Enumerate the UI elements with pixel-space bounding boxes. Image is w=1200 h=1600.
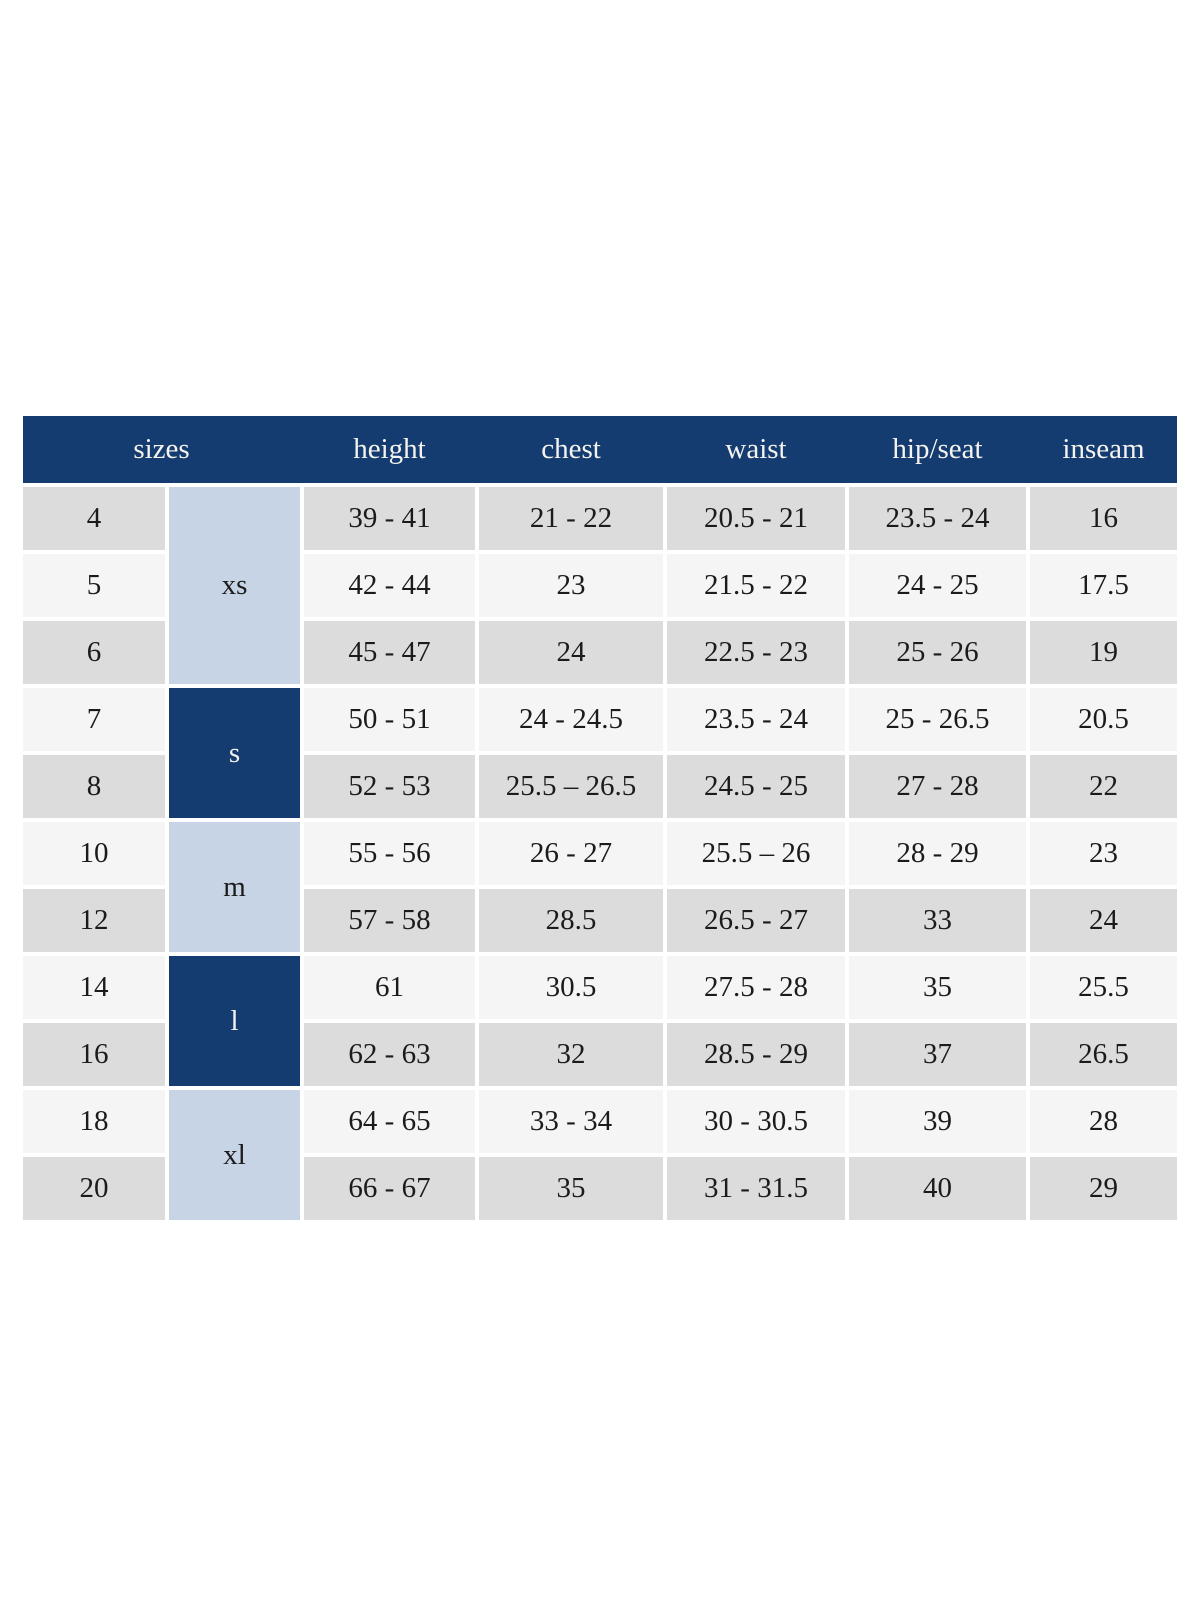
column-header-waist: waist bbox=[725, 433, 787, 465]
cell-inseam: 28 bbox=[1030, 1090, 1177, 1153]
cell-hip-seat: 25 - 26 bbox=[849, 621, 1026, 684]
cell-hip-seat: 28 - 29 bbox=[849, 822, 1026, 885]
cell-hip-seat: 25 - 26.5 bbox=[849, 688, 1026, 751]
column-header-chest: chest bbox=[541, 433, 601, 465]
cell-inseam: 22 bbox=[1030, 755, 1177, 818]
cell-hip-seat: 33 bbox=[849, 889, 1026, 952]
cell-waist: 30 - 30.5 bbox=[667, 1090, 845, 1153]
cell-inseam: 25.5 bbox=[1030, 956, 1177, 1019]
cell-height: 52 - 53 bbox=[304, 755, 475, 818]
cell-inseam: 29 bbox=[1030, 1157, 1177, 1220]
cell-chest: 25.5 – 26.5 bbox=[479, 755, 663, 818]
cell-size: 6 bbox=[23, 621, 165, 684]
cell-height: 55 - 56 bbox=[304, 822, 475, 885]
size-chart-table: sizes height chest waist hip/seat inseam… bbox=[23, 416, 1177, 1220]
cell-chest: 35 bbox=[479, 1157, 663, 1220]
cell-chest: 26 - 27 bbox=[479, 822, 663, 885]
cell-height: 62 - 63 bbox=[304, 1023, 475, 1086]
cell-chest: 33 - 34 bbox=[479, 1090, 663, 1153]
cell-size: 10 bbox=[23, 822, 165, 885]
cell-size: 5 bbox=[23, 554, 165, 617]
cell-waist: 23.5 - 24 bbox=[667, 688, 845, 751]
column-header-hip-seat: hip/seat bbox=[892, 433, 983, 465]
column-header-height: height bbox=[353, 433, 426, 465]
size-group-m: m bbox=[169, 822, 300, 952]
cell-inseam: 24 bbox=[1030, 889, 1177, 952]
cell-size: 8 bbox=[23, 755, 165, 818]
cell-waist: 21.5 - 22 bbox=[667, 554, 845, 617]
cell-height: 39 - 41 bbox=[304, 487, 475, 550]
cell-inseam: 23 bbox=[1030, 822, 1177, 885]
cell-height: 42 - 44 bbox=[304, 554, 475, 617]
cell-size: 14 bbox=[23, 956, 165, 1019]
cell-hip-seat: 39 bbox=[849, 1090, 1026, 1153]
column-header-sizes: sizes bbox=[133, 433, 190, 465]
cell-inseam: 20.5 bbox=[1030, 688, 1177, 751]
cell-hip-seat: 27 - 28 bbox=[849, 755, 1026, 818]
cell-hip-seat: 35 bbox=[849, 956, 1026, 1019]
cell-size: 7 bbox=[23, 688, 165, 751]
cell-chest: 30.5 bbox=[479, 956, 663, 1019]
cell-chest: 24 - 24.5 bbox=[479, 688, 663, 751]
cell-waist: 27.5 - 28 bbox=[667, 956, 845, 1019]
cell-waist: 31 - 31.5 bbox=[667, 1157, 845, 1220]
cell-size: 20 bbox=[23, 1157, 165, 1220]
cell-inseam: 16 bbox=[1030, 487, 1177, 550]
cell-chest: 21 - 22 bbox=[479, 487, 663, 550]
cell-size: 4 bbox=[23, 487, 165, 550]
cell-inseam: 19 bbox=[1030, 621, 1177, 684]
cell-chest: 24 bbox=[479, 621, 663, 684]
table-header-row: sizes height chest waist hip/seat inseam bbox=[23, 416, 1177, 483]
cell-height: 50 - 51 bbox=[304, 688, 475, 751]
cell-inseam: 17.5 bbox=[1030, 554, 1177, 617]
cell-waist: 26.5 - 27 bbox=[667, 889, 845, 952]
table-body: xs s m l xl 4 39 - 41 21 - 22 20.5 - 21 … bbox=[23, 487, 1177, 1220]
cell-hip-seat: 37 bbox=[849, 1023, 1026, 1086]
cell-hip-seat: 24 - 25 bbox=[849, 554, 1026, 617]
size-group-xs: xs bbox=[169, 487, 300, 684]
cell-height: 66 - 67 bbox=[304, 1157, 475, 1220]
cell-chest: 32 bbox=[479, 1023, 663, 1086]
cell-waist: 25.5 – 26 bbox=[667, 822, 845, 885]
cell-chest: 23 bbox=[479, 554, 663, 617]
size-group-s: s bbox=[169, 688, 300, 818]
cell-hip-seat: 40 bbox=[849, 1157, 1026, 1220]
cell-size: 12 bbox=[23, 889, 165, 952]
cell-chest: 28.5 bbox=[479, 889, 663, 952]
cell-size: 16 bbox=[23, 1023, 165, 1086]
column-header-inseam: inseam bbox=[1062, 433, 1145, 465]
cell-height: 57 - 58 bbox=[304, 889, 475, 952]
cell-waist: 22.5 - 23 bbox=[667, 621, 845, 684]
cell-inseam: 26.5 bbox=[1030, 1023, 1177, 1086]
cell-height: 61 bbox=[304, 956, 475, 1019]
cell-height: 64 - 65 bbox=[304, 1090, 475, 1153]
cell-waist: 20.5 - 21 bbox=[667, 487, 845, 550]
size-group-l: l bbox=[169, 956, 300, 1086]
cell-waist: 28.5 - 29 bbox=[667, 1023, 845, 1086]
cell-height: 45 - 47 bbox=[304, 621, 475, 684]
cell-hip-seat: 23.5 - 24 bbox=[849, 487, 1026, 550]
cell-waist: 24.5 - 25 bbox=[667, 755, 845, 818]
size-group-xl: xl bbox=[169, 1090, 300, 1220]
cell-size: 18 bbox=[23, 1090, 165, 1153]
